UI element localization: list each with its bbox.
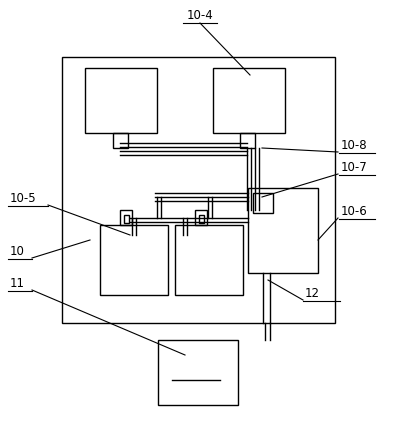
Bar [175,225,243,295]
Bar [199,215,204,223]
Text: 11: 11 [10,277,25,290]
Bar [120,210,132,225]
Bar [124,215,129,223]
Bar [158,340,238,405]
Bar [113,133,128,148]
Bar [253,193,273,213]
Bar [85,68,157,133]
Text: 10-8: 10-8 [341,139,368,152]
Bar [213,68,285,133]
Bar [195,210,207,225]
Text: 10-4: 10-4 [187,9,213,22]
Bar [62,57,335,323]
Text: 10: 10 [10,245,25,258]
Text: 12: 12 [305,287,320,300]
Bar [240,133,255,148]
Bar [248,188,318,273]
Text: 10-6: 10-6 [341,205,368,218]
Text: 10-7: 10-7 [341,161,368,174]
Bar [100,225,168,295]
Text: 10-5: 10-5 [10,192,37,205]
